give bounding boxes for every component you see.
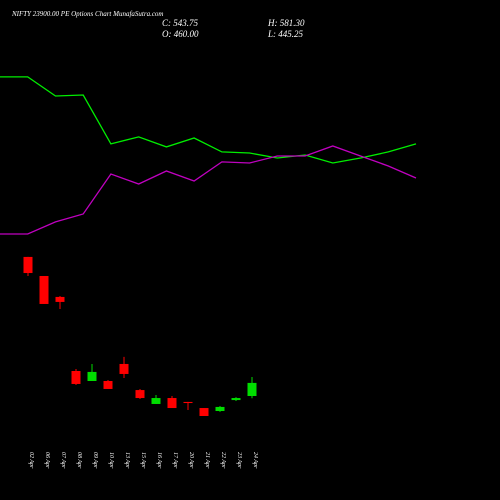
x-tick-label: 09 Apr	[92, 452, 98, 469]
candle-body	[87, 371, 97, 381]
candle-body	[103, 380, 113, 389]
chart-title: NIFTY 23900.00 PE Options Chart MunafaSu…	[11, 10, 163, 18]
candle-body	[151, 398, 161, 404]
x-tick-label: 23 Apr	[236, 452, 242, 469]
candle-body	[119, 363, 129, 374]
x-tick-label: 13 Apr	[124, 452, 130, 469]
x-tick-label: 10 Apr	[108, 452, 114, 469]
line-series	[0, 145, 417, 235]
candle-body	[199, 408, 209, 416]
stat: H: 581.30	[267, 18, 305, 28]
x-tick-label: 07 Apr	[60, 452, 66, 469]
x-tick-label: 06 Apr	[44, 452, 50, 469]
x-tick-label: 22 Apr	[220, 452, 226, 469]
candle-body	[71, 370, 81, 384]
stat: L: 445.25	[267, 29, 304, 39]
x-tick-label: 08 Apr	[76, 452, 82, 469]
x-tick-label: 20 Apr	[188, 452, 194, 469]
candle-body	[231, 398, 241, 401]
x-tick-label: 15 Apr	[140, 452, 146, 469]
candle-body	[215, 406, 225, 411]
x-tick-label: 16 Apr	[156, 452, 162, 469]
stat: O: 460.00	[162, 29, 199, 39]
candle-body	[55, 296, 65, 302]
candle-body	[247, 382, 257, 396]
x-tick-label: 21 Apr	[204, 452, 210, 469]
candle-body	[167, 398, 177, 409]
x-tick-label: 02 Apr	[28, 452, 34, 469]
x-tick-label: 17 Apr	[172, 452, 178, 469]
candle-body	[183, 401, 193, 404]
x-tick-label: 24 Apr	[252, 452, 259, 469]
line-series	[0, 76, 417, 164]
candle-body	[39, 275, 49, 304]
candle-body	[135, 390, 145, 399]
stat: C: 543.75	[162, 18, 199, 28]
candle-body	[23, 256, 33, 274]
